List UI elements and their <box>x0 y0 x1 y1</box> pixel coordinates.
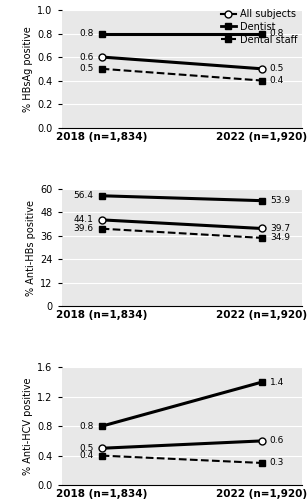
Text: 0.6: 0.6 <box>270 436 284 446</box>
Y-axis label: % HBsAg positive: % HBsAg positive <box>23 26 33 112</box>
Text: 1.4: 1.4 <box>270 378 284 386</box>
Text: 0.4: 0.4 <box>79 451 94 460</box>
Text: 0.8: 0.8 <box>270 29 284 38</box>
Y-axis label: % Anti-HCV positive: % Anti-HCV positive <box>23 378 33 475</box>
Text: 0.5: 0.5 <box>270 64 284 74</box>
Y-axis label: % Anti-HBs positive: % Anti-HBs positive <box>26 200 36 296</box>
Text: 0.3: 0.3 <box>270 458 284 468</box>
Text: 34.9: 34.9 <box>270 234 290 242</box>
Text: 39.7: 39.7 <box>270 224 290 233</box>
Text: 0.5: 0.5 <box>79 444 94 453</box>
Text: 56.4: 56.4 <box>74 192 94 200</box>
Text: 39.6: 39.6 <box>74 224 94 233</box>
Text: 53.9: 53.9 <box>270 196 290 205</box>
Text: 0.8: 0.8 <box>79 422 94 430</box>
Text: 0.5: 0.5 <box>79 64 94 74</box>
Text: 0.8: 0.8 <box>79 29 94 38</box>
Legend: All subjects, Dentist, Dental staff: All subjects, Dentist, Dental staff <box>221 9 297 45</box>
Text: 0.4: 0.4 <box>270 76 284 85</box>
Text: 0.6: 0.6 <box>79 52 94 62</box>
Text: 44.1: 44.1 <box>74 216 94 224</box>
